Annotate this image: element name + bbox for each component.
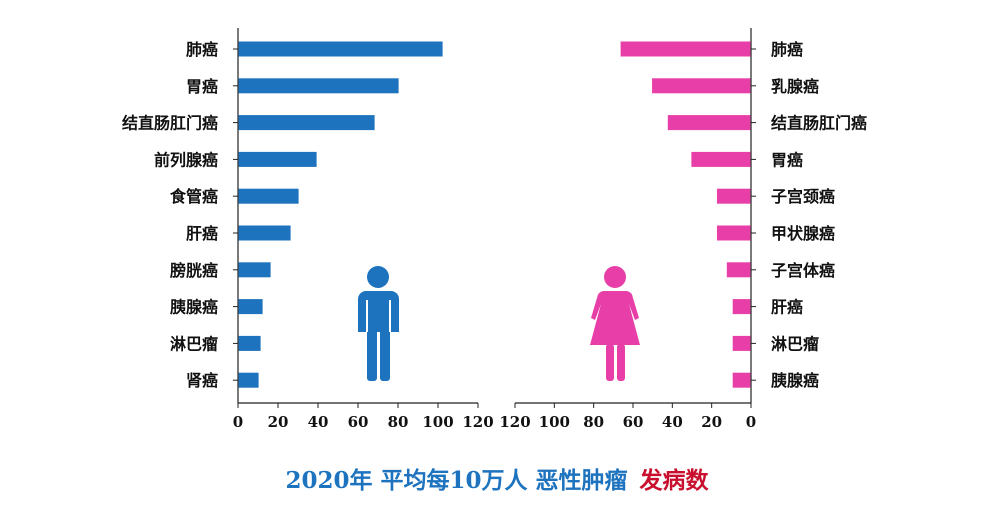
female-bar bbox=[732, 299, 751, 315]
chart-title-main: 2020年 平均每10万人 恶性肿瘤 bbox=[285, 467, 627, 494]
female-x-tick-label: 20 bbox=[701, 413, 722, 431]
female-category-label: 淋巴瘤 bbox=[771, 334, 819, 353]
male-bar bbox=[238, 299, 263, 315]
female-category-label: 胰腺癌 bbox=[771, 371, 819, 390]
male-bar bbox=[238, 78, 399, 94]
female-x-tick-label: 120 bbox=[499, 413, 530, 431]
male-category-label: 结直肠肛门癌 bbox=[121, 114, 218, 133]
female-bar bbox=[726, 262, 751, 278]
male-bar bbox=[238, 41, 443, 57]
male-bar bbox=[238, 115, 375, 131]
female-x-tick-label: 0 bbox=[746, 413, 756, 431]
male-x-tick-label: 40 bbox=[308, 413, 329, 431]
male-category-label: 胰腺癌 bbox=[170, 298, 218, 317]
male-bar bbox=[238, 262, 271, 278]
female-category-label: 胃癌 bbox=[771, 150, 803, 169]
female-bar bbox=[732, 372, 751, 388]
male-x-tick-label: 80 bbox=[388, 413, 409, 431]
male-category-label: 前列腺癌 bbox=[154, 150, 218, 169]
female-bar bbox=[667, 115, 751, 131]
female-x-tick-label: 60 bbox=[623, 413, 644, 431]
female-category-label: 肺癌 bbox=[771, 40, 803, 59]
female-figure-icon bbox=[590, 266, 640, 381]
female-bar bbox=[716, 188, 751, 204]
female-x-tick-label: 40 bbox=[662, 413, 683, 431]
male-bar bbox=[238, 372, 259, 388]
male-x-tick-label: 120 bbox=[462, 413, 493, 431]
male-category-label: 肝癌 bbox=[186, 224, 218, 243]
female-bar bbox=[652, 78, 751, 94]
male-bar bbox=[238, 225, 291, 241]
female-category-label: 子宫颈癌 bbox=[771, 187, 835, 206]
female-bar bbox=[620, 41, 751, 57]
male-x-tick-label: 100 bbox=[422, 413, 453, 431]
male-category-label: 淋巴瘤 bbox=[170, 334, 218, 353]
female-x-tick-label: 100 bbox=[539, 413, 570, 431]
female-category-label: 肝癌 bbox=[771, 298, 803, 317]
male-figure-gaps bbox=[366, 300, 391, 381]
male-bar bbox=[238, 188, 299, 204]
female-bar bbox=[732, 335, 751, 351]
female-category-label: 结直肠肛门癌 bbox=[770, 114, 867, 133]
male-category-label: 膀胱癌 bbox=[170, 261, 218, 280]
male-x-tick-label: 60 bbox=[348, 413, 369, 431]
female-bar bbox=[691, 151, 751, 167]
chart-title-accent: 发病数 bbox=[639, 467, 710, 494]
male-x-tick-label: 20 bbox=[268, 413, 289, 431]
female-category-label: 子宫体癌 bbox=[771, 261, 835, 280]
male-figure-icon bbox=[358, 266, 399, 381]
female-bar bbox=[716, 225, 751, 241]
male-category-label: 肺癌 bbox=[186, 40, 218, 59]
male-bar bbox=[238, 335, 261, 351]
male-category-label: 食管癌 bbox=[169, 187, 218, 206]
female-category-label: 乳腺癌 bbox=[771, 77, 819, 96]
male-bar bbox=[238, 151, 317, 167]
male-category-label: 胃癌 bbox=[186, 77, 218, 96]
chart-title: 2020年 平均每10万人 恶性肿瘤 发病数 bbox=[285, 467, 709, 494]
male-x-tick-label: 0 bbox=[233, 413, 243, 431]
female-category-label: 甲状腺癌 bbox=[771, 224, 835, 243]
male-category-label: 肾癌 bbox=[186, 371, 218, 390]
female-x-tick-label: 80 bbox=[583, 413, 604, 431]
